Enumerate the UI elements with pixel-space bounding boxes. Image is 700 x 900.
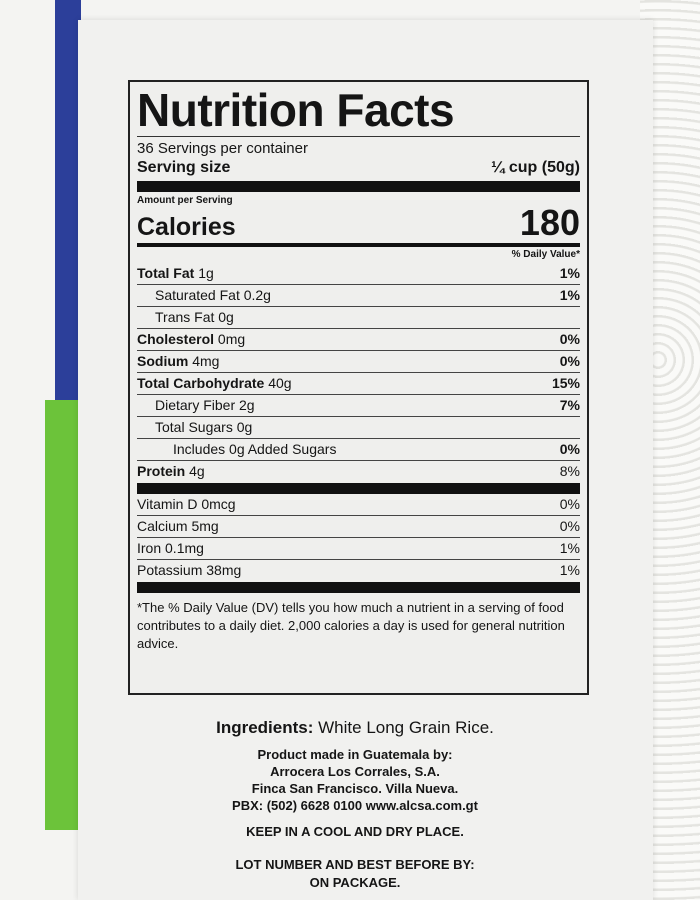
nutrient-dv: 7% (559, 397, 580, 413)
nutrient-name: Sodium (137, 353, 189, 369)
nutrient-name: Trans Fat 0g (155, 309, 234, 325)
nutrient-name: Total Carbohydrate (137, 375, 265, 391)
nutrient-dv: 8% (559, 463, 580, 479)
vitamin-name: Calcium 5mg (137, 518, 219, 534)
nutrition-facts-panel: Nutrition Facts 36 Servings per containe… (128, 80, 589, 695)
nutrient-name: Total Fat (137, 265, 195, 281)
nutrient-row: Total Sugars 0g (137, 416, 580, 438)
vitamin-name: Iron 0.1mg (137, 540, 204, 556)
nutrient-row: Cholesterol 0mg 0% (137, 328, 580, 350)
serving-size-label: Serving size (137, 159, 231, 176)
lot-line: LOT NUMBER AND BEST BEFORE BY: (235, 857, 475, 872)
nutrient-name: Total Sugars 0g (155, 419, 253, 435)
vitamin-name: Potassium 38mg (137, 562, 242, 578)
manufacturer-line: Arrocera Los Corrales, S.A. (270, 764, 440, 779)
vitamin-dv: 0% (559, 496, 580, 512)
ingredients-label: Ingredients: (216, 718, 314, 737)
nutrient-dv: 0% (559, 331, 580, 347)
manufacturer-line: Finca San Francisco. Villa Nueva. (251, 781, 459, 796)
vitamin-dv: 1% (559, 540, 580, 556)
nutrient-row: Protein 4g 8% (137, 460, 580, 482)
serving-size-row: Serving size ¼ cup (50g) (137, 158, 580, 178)
nutrient-row: Saturated Fat 0.2g 1% (137, 284, 580, 306)
nutrient-row: Total Carbohydrate 40g 15% (137, 372, 580, 394)
vitamin-row: Calcium 5mg 0% (137, 515, 580, 537)
vitamin-dv: 1% (559, 562, 580, 578)
ingredients: Ingredients: White Long Grain Rice. (130, 718, 580, 738)
manufacturer-info: Product made in Guatemala by: Arrocera L… (130, 746, 580, 814)
nutrient-name: Saturated Fat 0.2g (155, 287, 271, 303)
nutrient-row: Sodium 4mg 0% (137, 350, 580, 372)
vitamin-row: Vitamin D 0mcg 0% (137, 494, 580, 515)
nutrient-name: Cholesterol (137, 331, 215, 347)
nutrient-row: Dietary Fiber 2g 7% (137, 394, 580, 416)
storage-instruction: KEEP IN A COOL AND DRY PLACE. (246, 824, 464, 839)
calories-label: Calories (137, 213, 236, 241)
vitamin-row: Potassium 38mg 1% (137, 559, 580, 581)
nutrient-amount: 1g (198, 265, 214, 281)
nutrient-row: Trans Fat 0g (137, 306, 580, 328)
vitamin-name: Vitamin D 0mcg (137, 496, 236, 512)
amount-per-serving: Amount per Serving (137, 195, 233, 206)
nutrient-name: Protein (137, 463, 186, 479)
nutrient-dv: 15% (551, 375, 580, 391)
nutrient-row: Total Fat 1g 1% (137, 263, 580, 284)
ingredients-value: White Long Grain Rice. (318, 718, 494, 737)
nutrient-dv: 1% (559, 265, 580, 281)
nutrient-dv: 0% (559, 353, 580, 369)
bag-blue-stripe (55, 0, 81, 400)
nutrient-amount: 4mg (192, 353, 220, 369)
daily-value-footnote: *The % Daily Value (DV) tells you how mu… (137, 600, 565, 651)
nutrient-name: Dietary Fiber 2g (155, 397, 255, 413)
daily-value-header: % Daily Value* (511, 249, 580, 260)
calories-row: Calories 180 (137, 202, 580, 243)
nutrient-name: Includes 0g Added Sugars (173, 441, 337, 457)
bag-green-stripe (45, 400, 79, 830)
lot-info: LOT NUMBER AND BEST BEFORE BY: ON PACKAG… (130, 856, 580, 892)
lot-line: ON PACKAGE. (309, 875, 401, 890)
nutrient-dv: 0% (559, 441, 580, 457)
calories-value: 180 (519, 202, 580, 243)
nutrient-row: Includes 0g Added Sugars 0% (137, 438, 580, 460)
manufacturer-line: Product made in Guatemala by: (257, 747, 453, 762)
nutrient-amount: 0mg (217, 331, 246, 347)
nutrient-amount: 4g (189, 463, 205, 479)
servings-per-container: 36 Servings per container (137, 140, 308, 157)
vitamin-row: Iron 0.1mg 1% (137, 537, 580, 559)
vitamin-dv: 0% (559, 518, 580, 534)
serving-size-value: ¼ cup (50g) (491, 159, 580, 176)
manufacturer-line: PBX: (502) 6628 0100 www.alcsa.com.gt (232, 798, 478, 813)
nutrient-dv: 1% (559, 287, 580, 303)
nutrient-amount: 40g (268, 375, 292, 391)
nutrition-title: Nutrition Facts (137, 84, 455, 136)
